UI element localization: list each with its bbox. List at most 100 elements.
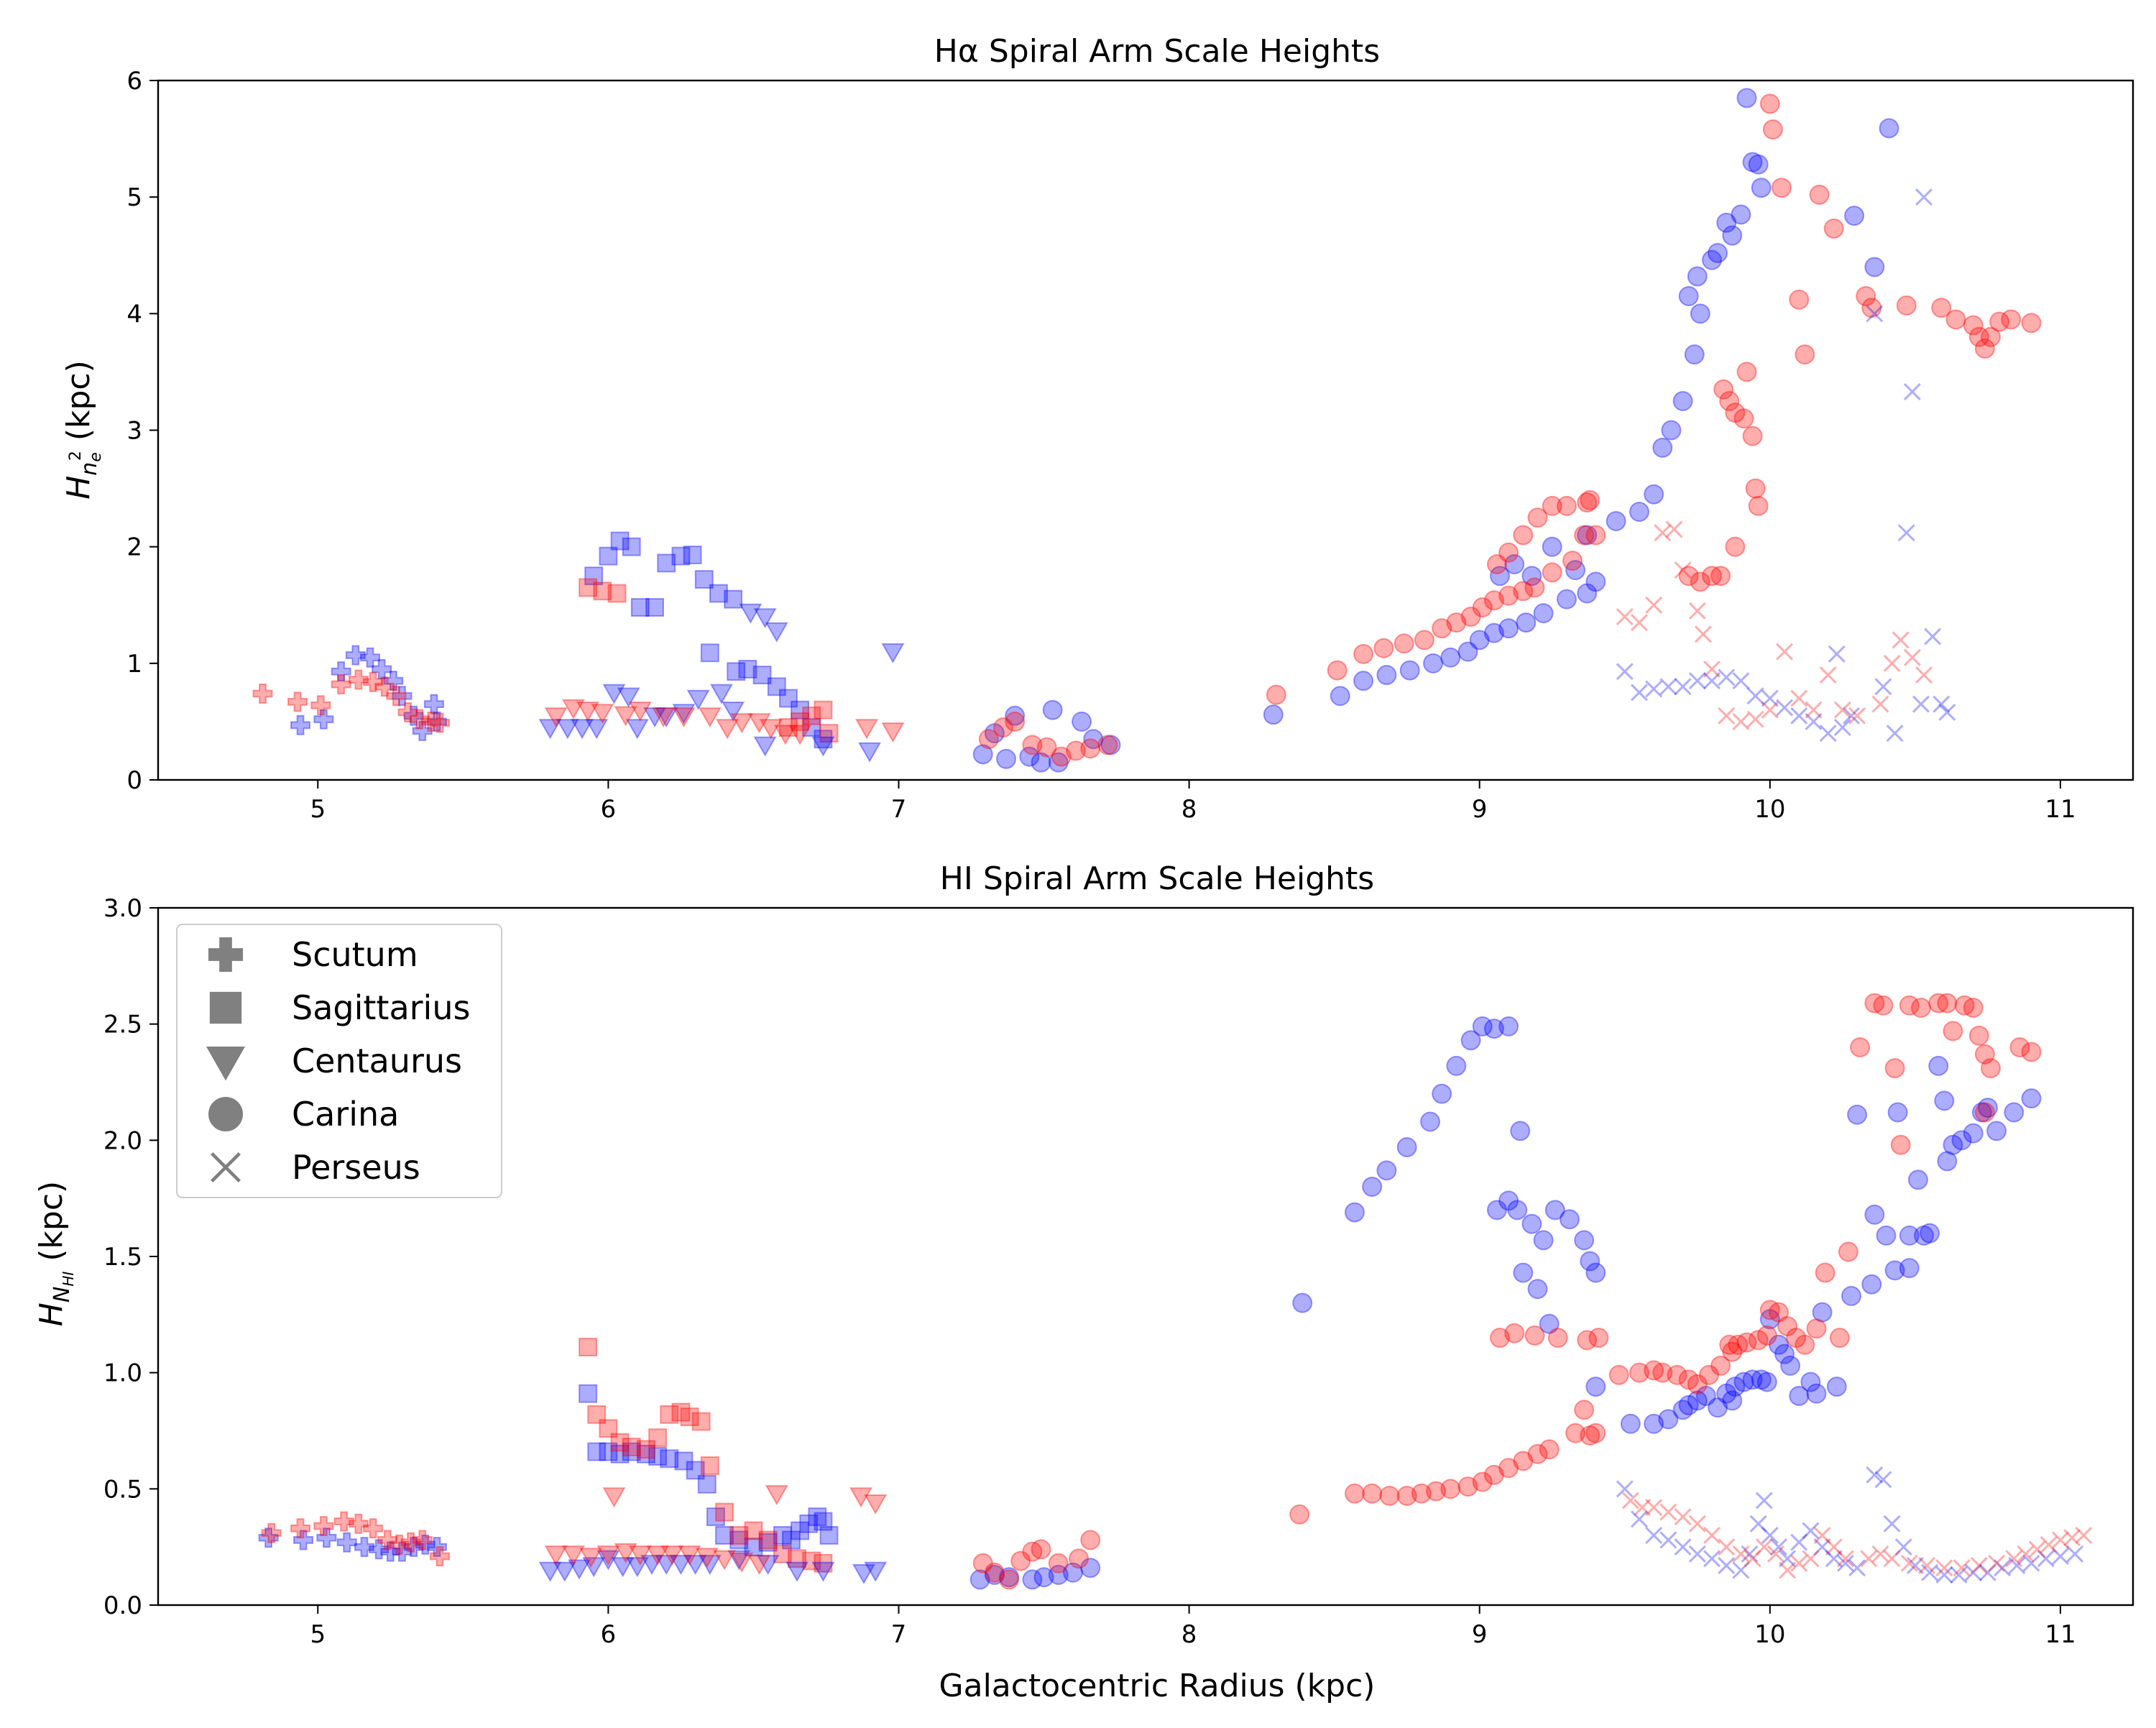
data-point [640,1555,664,1576]
data-point [1688,1545,1706,1563]
data-point [1005,705,1026,726]
data-point [602,684,626,704]
legend-marker-plus [208,937,243,972]
data-point [423,694,444,714]
data-point [1899,1258,1920,1279]
data-point [596,1545,620,1566]
data-point [1344,1483,1365,1504]
data-point [1861,1274,1882,1295]
data-point [1836,1554,1854,1572]
data-point [1527,1279,1548,1300]
data-point [1856,286,1876,307]
data-point [1684,344,1705,365]
data-point [261,1522,282,1543]
data-point [778,689,798,708]
y-tick-label: 1.5 [103,1243,142,1272]
data-point [773,1526,792,1545]
data-point [1731,204,1751,225]
data-point [587,1405,607,1424]
data-point [1883,654,1901,672]
data-point [625,1557,649,1578]
data-point [1513,525,1534,546]
series-centaurus-blue [538,603,905,763]
data-point [1513,581,1534,602]
data-point [383,671,404,691]
data-point [567,1559,591,1580]
panel-title-halpha: Hα Spiral Arm Scale Heights [934,33,1380,70]
data-point [1728,1334,1749,1355]
data-point [333,1511,354,1532]
data-point [1510,1121,1531,1141]
data-point [614,706,637,727]
data-point [1694,625,1712,643]
data-point [1042,699,1063,720]
data-point [1789,289,1810,310]
data-point [1621,1492,1639,1509]
data-point [1645,1499,1663,1517]
data-point [1918,1557,1936,1575]
data-point [1658,1409,1679,1430]
data-point [1786,1328,1807,1348]
data-point [1022,735,1043,755]
data-point [1048,1553,1069,1573]
data-point [1513,1451,1534,1471]
data-point [636,1440,655,1459]
data-point [1826,1377,1847,1397]
data-point [1710,566,1731,587]
data-point [576,701,600,722]
series-centaurus-red [544,699,905,745]
data-point [715,1526,734,1545]
data-point [1864,257,1885,277]
legend-label: Sagittarius [292,988,470,1027]
data-point [579,1548,603,1568]
data-point [1907,1169,1928,1190]
data-point [753,608,777,629]
data-point [1732,1545,1750,1563]
data-point [1813,1538,1831,1556]
data-point [1690,571,1710,592]
data-point [1460,606,1481,627]
data-point [1768,1302,1789,1323]
data-point [759,719,783,740]
series-centaurus-blue [538,1550,888,1585]
data-point [1937,993,1958,1014]
data-point [1748,1330,1769,1351]
data-point [1585,1262,1606,1283]
data-point [1756,1371,1777,1392]
data-point [1733,1371,1754,1392]
y-label-sub: n [77,462,102,476]
data-point [2028,1540,2046,1558]
series-scutum-red [252,669,450,733]
data-point [1556,589,1577,610]
data-point [669,1555,693,1576]
data-point [1659,1531,1677,1549]
data-point [1674,561,1692,579]
series-carina-red [972,993,2042,1590]
data-point [802,718,821,737]
data-point [1864,993,1885,1014]
data-point [1903,648,1921,666]
data-point [1768,1334,1789,1355]
data-point [724,589,743,609]
data-point [1802,1522,1820,1540]
y-axis-label-halpha: Hne2 (kpc) [60,360,105,500]
data-point [377,1530,398,1550]
data-point [1938,703,1956,721]
data-point [1776,643,1794,661]
data-point [1022,1569,1043,1590]
series-carina-blue [972,88,1899,773]
data-point [881,722,905,743]
data-point [610,1444,630,1463]
data-point [786,1561,809,1582]
data-point [1920,1223,1940,1244]
data-point [1533,1230,1554,1251]
data-point [767,677,786,697]
data-point [1667,1364,1687,1385]
data-point [969,1569,990,1590]
data-point [2021,313,2042,334]
data-point [1702,566,1723,587]
data-point [694,570,714,589]
data-point [1847,1104,1868,1125]
data-point [313,709,334,730]
data-point [1022,1541,1043,1562]
